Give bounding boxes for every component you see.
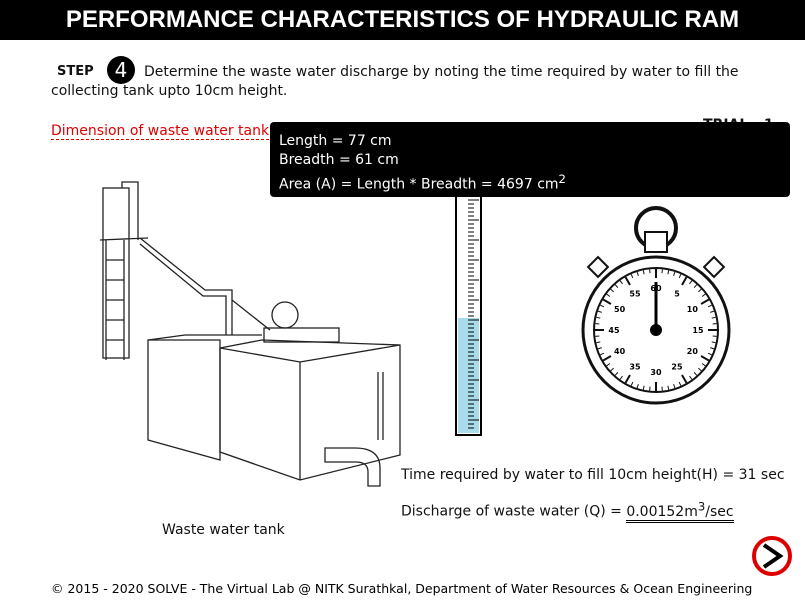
watch-tick bbox=[636, 271, 639, 276]
watch-tick bbox=[600, 304, 605, 308]
watch-tick bbox=[630, 274, 634, 279]
watch-tick bbox=[700, 355, 710, 362]
watch-tick bbox=[642, 385, 645, 390]
watch-tick bbox=[707, 352, 712, 356]
watch-tick bbox=[610, 367, 614, 372]
watch-tick bbox=[673, 384, 676, 389]
watch-label: 15 bbox=[692, 326, 704, 335]
watch-tick bbox=[693, 284, 698, 288]
watch-label: 45 bbox=[608, 326, 620, 335]
tooltip-area: Area (A) = Length * Breadth = 4697 cm2 bbox=[279, 170, 781, 195]
watch-tick bbox=[678, 274, 682, 279]
step-text: Determine the waste water discharge by n… bbox=[51, 64, 739, 99]
tooltip-length: Length = 77 cm bbox=[279, 133, 392, 149]
watch-tick bbox=[614, 372, 619, 376]
watch-tick bbox=[636, 384, 639, 389]
area-text: Area (A) = Length * Breadth = 4697 cm bbox=[279, 176, 559, 193]
watch-tick bbox=[614, 284, 619, 288]
watch-label: 50 bbox=[614, 305, 626, 314]
watch-tick bbox=[693, 372, 698, 376]
discharge-sup: 3 bbox=[697, 499, 706, 513]
watch-tick bbox=[619, 280, 623, 285]
watch-tick bbox=[596, 316, 601, 319]
dimension-link[interactable]: Dimension of waste water tank bbox=[51, 123, 270, 140]
watch-tick bbox=[597, 310, 602, 313]
tank-caption: Waste water tank bbox=[162, 522, 285, 538]
watch-tick bbox=[710, 310, 715, 313]
discharge-value: 0.00152m3/sec bbox=[626, 499, 734, 523]
discharge-label: Discharge of waste water (Q) = bbox=[401, 503, 622, 520]
watch-tick bbox=[600, 352, 605, 356]
watch-tick bbox=[711, 341, 716, 344]
watch-tick bbox=[681, 276, 688, 286]
tooltip-breadth: Breadth = 61 cm bbox=[279, 152, 399, 168]
watch-label: 20 bbox=[687, 347, 699, 356]
watch-tick bbox=[711, 316, 716, 319]
watch-tick bbox=[698, 367, 702, 372]
footer: © 2015 - 2020 SOLVE - The Virtual Lab @ … bbox=[51, 581, 753, 596]
tooltip: Length = 77 cm Breadth = 61 cm Area (A) … bbox=[270, 122, 790, 197]
watch-tick bbox=[624, 374, 631, 384]
area-sup: 2 bbox=[558, 172, 566, 186]
watch-tick bbox=[602, 298, 612, 305]
watch-tick bbox=[689, 280, 693, 285]
watch-tick bbox=[678, 381, 682, 386]
watch-label: 5 bbox=[674, 290, 680, 299]
discharge: Discharge of waste water (Q) = 0.00152m3… bbox=[401, 499, 734, 523]
watch-tick bbox=[710, 347, 715, 350]
watch-tick bbox=[689, 375, 693, 380]
watch-tick bbox=[610, 288, 614, 293]
next-button[interactable] bbox=[752, 536, 792, 576]
watch-label: 55 bbox=[629, 290, 641, 299]
watch-label: 60 bbox=[650, 284, 662, 293]
watch-tick bbox=[619, 375, 623, 380]
watch-label: 35 bbox=[629, 362, 641, 371]
watch-tick bbox=[624, 276, 631, 286]
watch-tick bbox=[606, 363, 611, 367]
watch-tick bbox=[700, 298, 710, 305]
watch-tick bbox=[701, 293, 706, 297]
time-text: Time required by water to fill 10cm heig… bbox=[401, 467, 785, 483]
watch-tick bbox=[606, 293, 611, 297]
watch-label: 40 bbox=[614, 347, 626, 356]
watch-tick bbox=[597, 347, 602, 350]
watch-label: 30 bbox=[650, 368, 662, 377]
discharge-number: 0.00152m bbox=[626, 503, 698, 520]
watch-tick bbox=[667, 385, 670, 390]
watch-tick bbox=[698, 288, 702, 293]
watch-tick bbox=[701, 363, 706, 367]
watch-label: 25 bbox=[671, 362, 683, 371]
watch-tick bbox=[630, 381, 634, 386]
watch-tick bbox=[707, 304, 712, 308]
discharge-unit: /sec bbox=[705, 503, 734, 520]
page-title: PERFORMANCE CHARACTERISTICS OF HYDRAULIC… bbox=[0, 0, 805, 40]
step-label: STEP bbox=[57, 64, 94, 79]
watch-tick bbox=[667, 270, 670, 275]
watch-tick bbox=[596, 341, 601, 344]
watch-tick bbox=[673, 271, 676, 276]
watch-tick bbox=[642, 270, 645, 275]
step-number: 4 bbox=[107, 56, 135, 84]
watch-label: 10 bbox=[687, 305, 699, 314]
watch-tick bbox=[602, 355, 612, 362]
watch-tick bbox=[681, 374, 688, 384]
